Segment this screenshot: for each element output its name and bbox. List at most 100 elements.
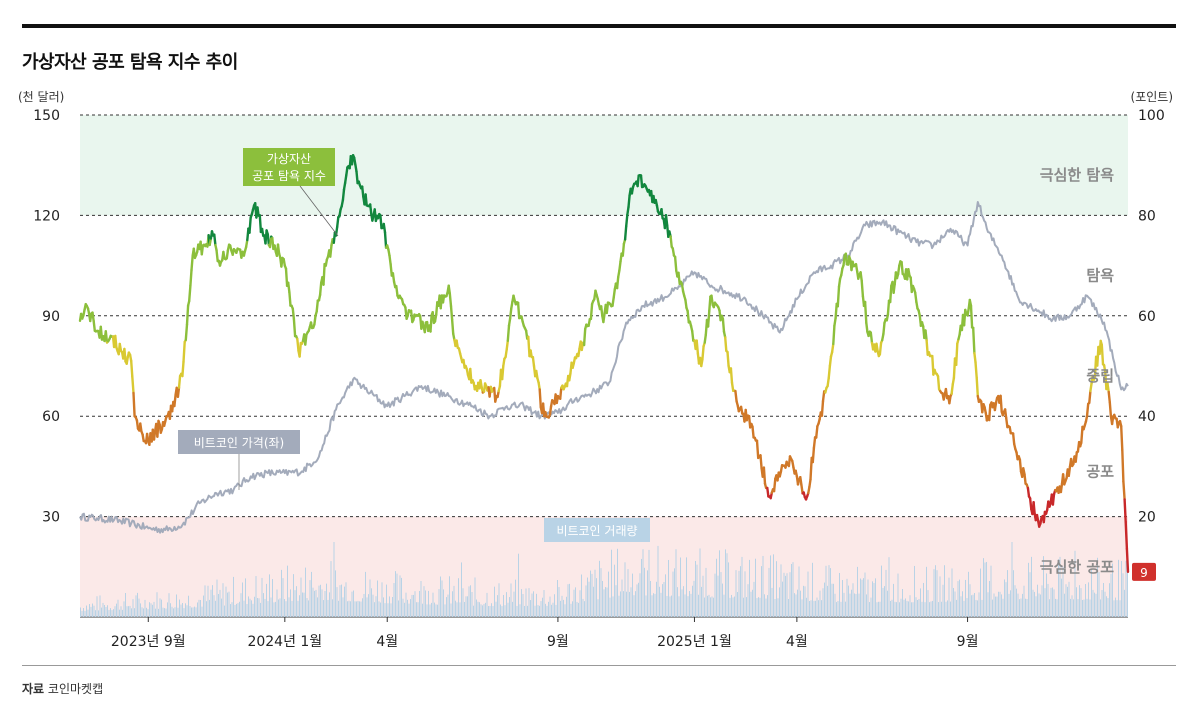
volume-bar <box>651 595 653 617</box>
volume-bar <box>344 586 345 617</box>
volume-bar <box>584 601 585 617</box>
volume-bar <box>386 584 387 617</box>
volume-bar <box>953 587 954 617</box>
volume-bar <box>578 602 579 617</box>
volume-bar <box>870 597 872 617</box>
volume-bar <box>957 581 959 617</box>
volume-bar <box>672 571 674 617</box>
fear-greed-segment <box>276 243 281 255</box>
volume-bar <box>761 566 762 617</box>
volume-bar <box>395 571 396 617</box>
volume-bar <box>95 610 96 617</box>
volume-bar <box>1029 572 1031 617</box>
volume-bar <box>692 585 693 617</box>
volume-bar <box>683 586 684 617</box>
volume-bar <box>723 594 725 617</box>
volume-bar <box>287 565 288 617</box>
fear-greed-segment <box>114 334 118 349</box>
fear-greed-segment <box>836 285 841 308</box>
volume-bar <box>170 603 171 617</box>
volume-bar <box>426 604 428 617</box>
volume-bar <box>869 602 870 617</box>
volume-bar <box>1125 560 1127 617</box>
volume-bar <box>506 592 507 617</box>
volume-bar <box>932 600 933 617</box>
volume-bar <box>722 583 723 617</box>
volume-bar <box>1073 599 1074 617</box>
volume-bar <box>732 597 734 617</box>
fear-greed-segment <box>1032 501 1036 516</box>
volume-bar <box>357 600 359 617</box>
volume-bar <box>153 601 155 617</box>
volume-bar <box>671 595 672 617</box>
volume-bar <box>335 570 336 617</box>
volume-bar <box>275 601 276 617</box>
volume-bar <box>233 576 234 617</box>
volume-bar <box>437 604 438 617</box>
volume-bar <box>615 585 617 617</box>
fear-greed-segment <box>799 476 803 486</box>
fear-greed-segment <box>91 311 95 323</box>
volume-bar <box>1062 566 1064 617</box>
volume-bar <box>1038 593 1040 617</box>
volume-bar <box>867 579 869 617</box>
volume-bar <box>657 545 659 617</box>
volume-bar <box>1044 588 1046 617</box>
volume-bar <box>825 565 827 617</box>
volume-bar <box>194 606 195 617</box>
fear-greed-segment <box>762 466 767 485</box>
btc-label-text: 비트코인 가격(좌) <box>194 436 284 450</box>
volume-bar <box>1056 599 1058 617</box>
volume-bar <box>752 589 753 617</box>
volume-bar <box>497 595 498 617</box>
volume-bar <box>986 561 987 617</box>
volume-bar <box>216 579 218 617</box>
volume-bar <box>296 586 297 617</box>
volume-bar <box>984 562 986 617</box>
fear-greed-segment <box>626 205 630 217</box>
volume-bar <box>915 597 917 617</box>
volume-bar <box>1119 600 1121 617</box>
volume-bar <box>650 580 651 617</box>
volume-bar <box>594 569 596 617</box>
volume-bar <box>954 591 956 617</box>
fear-greed-segment <box>1051 493 1056 506</box>
volume-bar <box>218 593 219 617</box>
fear-greed-segment <box>139 422 143 433</box>
fear-greed-segment <box>361 185 365 198</box>
fear-greed-segment <box>889 284 893 304</box>
volume-bar <box>819 590 821 617</box>
volume-bar <box>788 599 789 617</box>
volume-bar <box>1023 585 1025 617</box>
volume-bar <box>936 570 938 617</box>
fear-greed-segment <box>450 318 455 335</box>
fear-greed-segment <box>382 222 387 234</box>
volume-bar <box>758 597 759 617</box>
fear-greed-segment <box>623 224 628 241</box>
fear-greed-segment <box>827 364 832 380</box>
volume-bar <box>891 599 893 617</box>
volume-bar <box>1026 598 1028 617</box>
volume-bar <box>677 587 678 617</box>
volume-bar <box>744 571 746 617</box>
volume-bar <box>750 591 752 617</box>
right-tick-label: 40 <box>1138 409 1156 425</box>
volume-bar <box>620 591 621 617</box>
volume-bar <box>381 582 383 617</box>
fear-greed-segment <box>973 352 977 364</box>
volume-bar <box>995 596 996 617</box>
volume-bar <box>180 604 182 617</box>
fear-greed-segment <box>343 173 348 185</box>
volume-bar <box>462 588 464 617</box>
volume-bar <box>770 555 771 617</box>
volume-bar <box>483 603 485 617</box>
fear-greed-segment <box>828 355 833 367</box>
volume-bar <box>182 603 183 617</box>
fear-greed-segment <box>660 207 664 220</box>
volume-bar <box>338 600 339 617</box>
volume-bar <box>734 596 735 617</box>
fear-greed-segment <box>900 260 904 276</box>
volume-bar <box>353 590 354 617</box>
volume-bar <box>987 592 989 617</box>
volume-bar <box>317 597 318 617</box>
